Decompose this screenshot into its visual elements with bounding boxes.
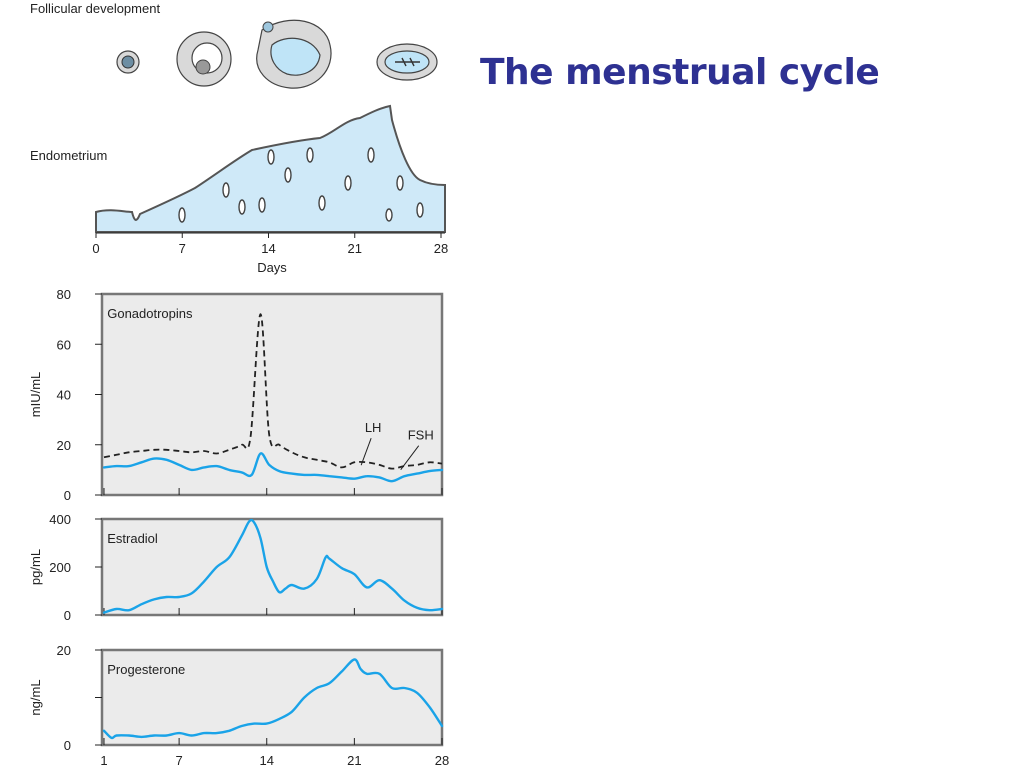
progesterone-x-tick-label: 7	[175, 753, 182, 768]
endometrium-label: Endometrium	[30, 148, 107, 163]
progesterone-x-tick-label: 28	[435, 753, 449, 768]
gonadotropins-series-lh	[103, 313, 443, 470]
follicular-development-label: Follicular development	[30, 1, 160, 16]
secondary-follicle	[176, 31, 232, 87]
mature-follicle	[256, 19, 332, 89]
progesterone-x-tick-label: 1	[100, 753, 107, 768]
gonadotropins-series-fsh	[102, 452, 444, 483]
slide-title: The menstrual cycle	[480, 52, 880, 93]
gonadotropins-annotation-lh: LH	[365, 420, 382, 435]
gonadotropins-annotation-leader	[360, 438, 372, 466]
progesterone-x-tick-label: 14	[260, 753, 274, 768]
estradiol-y-tick-label: 400	[49, 512, 71, 527]
follicle-illustrations	[116, 19, 438, 89]
days-axis-title: Days	[257, 260, 287, 275]
gonadotropins-annotation-fsh: FSH	[408, 428, 434, 443]
days-tick-label: 21	[348, 241, 362, 256]
endometrium-illustration	[95, 104, 446, 233]
estradiol-series-estradiol	[102, 518, 444, 614]
days-tick-label: 14	[261, 241, 275, 256]
progesterone-x-tick-label: 21	[347, 753, 361, 768]
progesterone-y-tick-label: 0	[64, 738, 71, 753]
days-axis: 0 7 14 21 28	[92, 232, 448, 256]
estradiol-y-axis-title: pg/mL	[28, 549, 43, 585]
progesterone-plot-area	[100, 648, 444, 747]
estradiol-panel-label: Estradiol	[100, 531, 158, 546]
gonadotropins-panel-label: Gonadotropins	[100, 306, 193, 321]
gonadotropins-annotation-leader	[400, 445, 420, 471]
days-tick-label: 28	[434, 241, 448, 256]
estradiol-chart: Estradiol 0 200 400 pg/mL	[28, 512, 444, 623]
estradiol-y-tick-label: 200	[49, 560, 71, 575]
menstrual-cycle-figure: Follicular development Endometrium	[28, 1, 449, 768]
gonadotropins-y-axis-title: mIU/mL	[28, 372, 43, 418]
primordial-follicle	[116, 50, 140, 74]
corpus-luteum	[376, 43, 438, 81]
progesterone-panel-label: Progesterone	[100, 662, 185, 677]
gonadotropins-y-tick-label: 80	[57, 287, 71, 302]
gonadotropins-chart: Gonadotropins 0 20 40 60 80 mIU/mL LH FSH	[28, 287, 444, 503]
gonadotropins-plot-area	[100, 292, 444, 497]
gonadotropins-y-tick-label: 20	[57, 438, 71, 453]
progesterone-chart: Progesterone 0 20 ng/mL 1 7 14 21 28	[28, 643, 449, 768]
gonadotropins-y-tick-label: 60	[57, 337, 71, 352]
progesterone-y-tick-label: 20	[57, 643, 71, 658]
gonadotropins-y-tick-label: 40	[57, 388, 71, 403]
days-tick-label: 7	[179, 241, 186, 256]
progesterone-y-axis-title: ng/mL	[28, 679, 43, 715]
days-tick-label: 0	[92, 241, 99, 256]
gonadotropins-y-tick-label: 0	[64, 488, 71, 503]
progesterone-series-progesterone	[102, 658, 444, 740]
estradiol-y-tick-label: 0	[64, 608, 71, 623]
